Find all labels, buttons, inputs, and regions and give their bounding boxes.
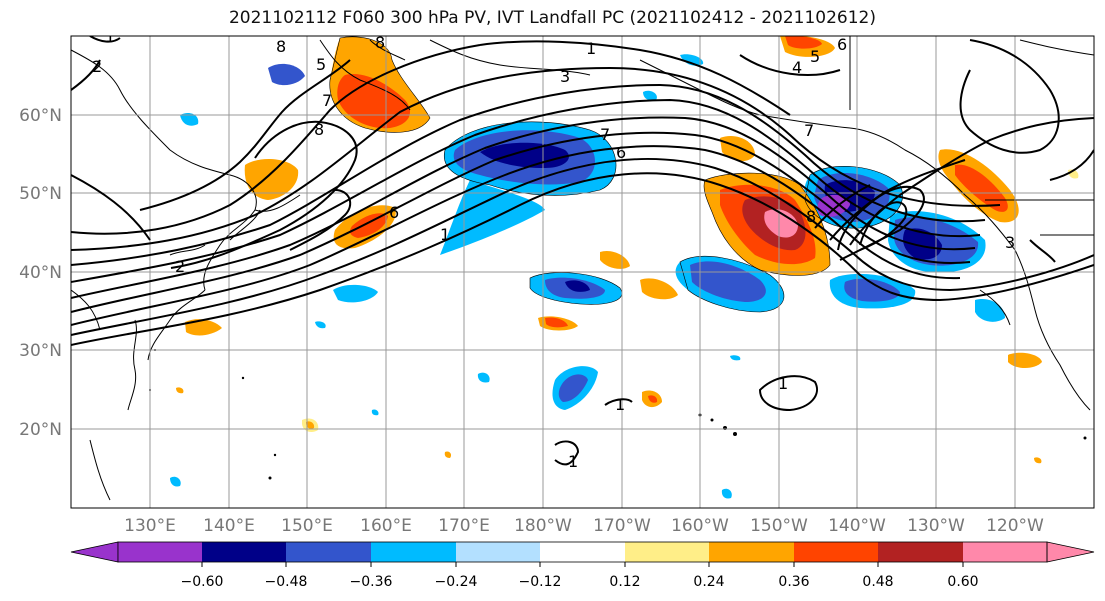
colorbar-min-arrow	[70, 541, 119, 563]
svg-text:3: 3	[1005, 233, 1015, 252]
svg-text:4: 4	[792, 58, 802, 77]
map-field: 1 2 8 8 5 7 8 6 1 2 3 7 6 4 5 6 7 1 8 1 …	[71, 27, 1094, 508]
lon-label: 150°E	[281, 516, 333, 536]
svg-text:3: 3	[560, 67, 570, 86]
contour-labels: 1 2 8 8 5 7 8 6 1 2 3 7 6 4 5 6 7 1 8 1 …	[92, 27, 1015, 471]
svg-text:1: 1	[615, 395, 625, 414]
colorbar-segment	[286, 542, 371, 562]
lon-label: 120°W	[986, 516, 1044, 536]
colorbar-segment	[878, 542, 963, 562]
svg-text:2: 2	[92, 57, 102, 76]
colorbar-tick-label: −0.12	[519, 574, 562, 590]
colorbar-tick-label: 0.48	[862, 574, 893, 590]
svg-text:7: 7	[322, 91, 332, 110]
colorbar-segment	[794, 542, 878, 562]
colorbar-max-arrow	[1046, 541, 1095, 563]
svg-text:8: 8	[276, 37, 286, 56]
lat-label: 30°N	[19, 341, 62, 361]
svg-text:1: 1	[568, 452, 578, 471]
colorbar-tick-label: 0.24	[693, 574, 724, 590]
lon-label: 160°W	[671, 516, 729, 536]
positive-pv-anomalies	[176, 36, 1079, 464]
colorbar-tick-label: 0.60	[947, 574, 978, 590]
colorbar-tick-label: −0.24	[435, 574, 478, 590]
lon-label: 140°E	[203, 516, 255, 536]
svg-text:7: 7	[600, 125, 610, 144]
svg-text:8: 8	[375, 33, 385, 52]
lat-label: 50°N	[19, 184, 62, 204]
svg-text:1: 1	[586, 39, 596, 58]
lon-label: 130°E	[124, 516, 176, 536]
figure-title: 2021102112 F060 300 hPa PV, IVT Landfall…	[228, 8, 876, 28]
lon-label: 140°W	[828, 516, 886, 536]
lon-label: 170°W	[593, 516, 651, 536]
pv-contours	[71, 36, 1094, 466]
coastlines	[71, 36, 1094, 501]
svg-text:5: 5	[316, 55, 326, 74]
colorbar-tick-label: 0.12	[609, 574, 640, 590]
negative-pv-anomalies	[170, 54, 1005, 499]
svg-text:2: 2	[175, 257, 185, 276]
colorbar-segment	[202, 542, 286, 562]
lat-label: 20°N	[19, 420, 62, 440]
latitude-labels: 60°N 50°N 40°N 30°N 20°N	[19, 106, 62, 440]
svg-text:5: 5	[810, 47, 820, 66]
colorbar-segment	[625, 542, 709, 562]
svg-text:8: 8	[314, 120, 324, 139]
lon-label: 160°E	[360, 516, 412, 536]
lat-label: 40°N	[19, 263, 62, 283]
colorbar-tick-label: −0.60	[181, 574, 224, 590]
svg-text:1: 1	[105, 27, 115, 46]
colorbar-segment	[371, 542, 456, 562]
svg-text:6: 6	[389, 203, 399, 222]
colorbar-tick-label: 0.36	[778, 574, 809, 590]
lat-label: 60°N	[19, 106, 62, 126]
lon-label: 180°W	[514, 516, 572, 536]
svg-text:7: 7	[804, 121, 814, 140]
colorbar-segment	[118, 542, 202, 562]
colorbar-tick-label: −0.48	[265, 574, 308, 590]
svg-text:8: 8	[806, 207, 816, 226]
svg-text:1: 1	[440, 225, 450, 244]
svg-text:6: 6	[616, 143, 626, 162]
colorbar-segment	[963, 542, 1047, 562]
colorbar-tick-label: −0.36	[350, 574, 393, 590]
colorbar-segment	[456, 542, 540, 562]
colorbar-segment	[540, 542, 625, 562]
lon-label: 170°E	[438, 516, 490, 536]
colorbar: −0.60 −0.48 −0.36 −0.24 −0.12 0.12 0.24 …	[70, 541, 1095, 590]
lon-label: 150°W	[750, 516, 808, 536]
longitude-labels: 130°E 140°E 150°E 160°E 170°E 180°W 170°…	[124, 516, 1044, 536]
plot-frame	[70, 35, 1095, 509]
lon-label: 130°W	[907, 516, 965, 536]
colorbar-segment	[709, 542, 794, 562]
svg-text:1: 1	[778, 374, 788, 393]
svg-text:6: 6	[837, 35, 847, 54]
graticule	[71, 36, 1094, 508]
